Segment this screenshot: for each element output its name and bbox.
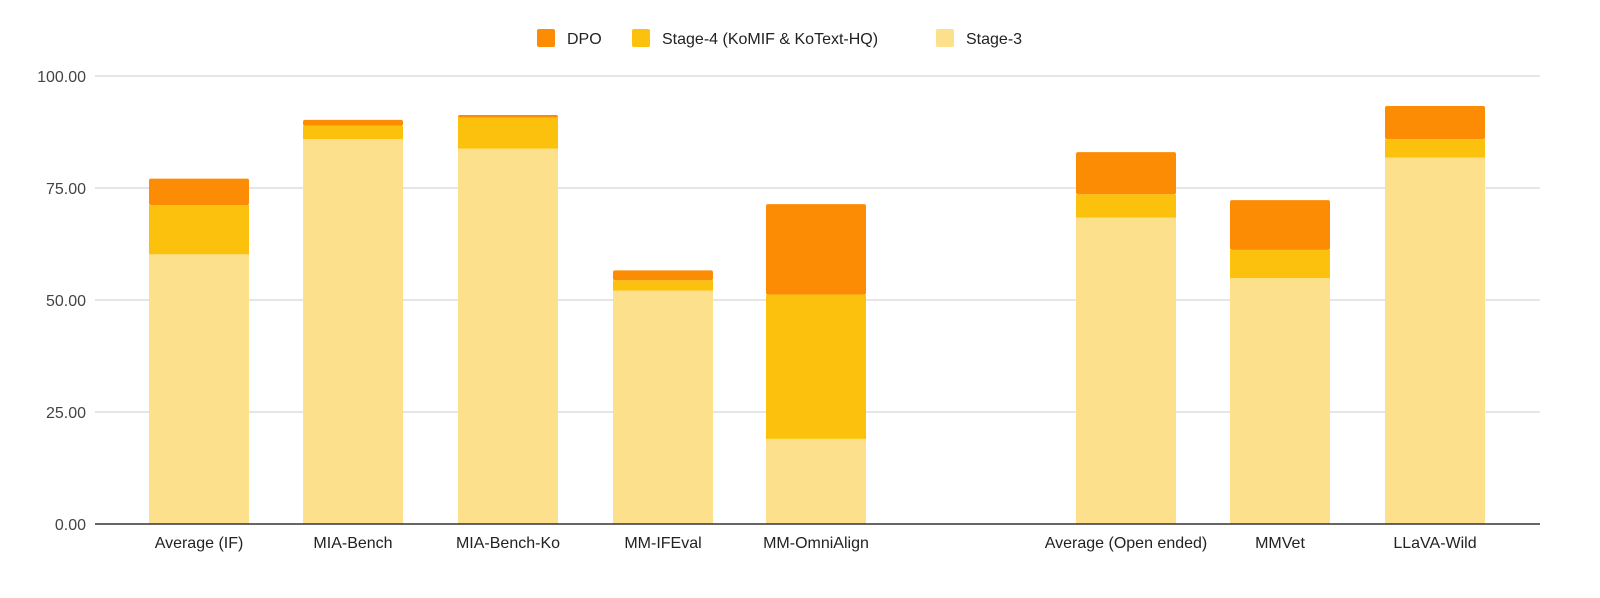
x-tick-label: MM-IFEval — [624, 535, 701, 552]
bar-segment — [766, 294, 866, 439]
legend-label: DPO — [567, 31, 602, 48]
bar-segment — [613, 270, 713, 281]
x-tick-label: Average (Open ended) — [1045, 535, 1207, 552]
bar-segment — [613, 280, 713, 291]
bar-segment — [149, 254, 249, 524]
x-tick-label: MIA-Bench — [313, 535, 392, 552]
x-tick-label: LLaVA-Wild — [1393, 535, 1476, 552]
legend: DPO Stage-4 (KoMIF & KoText-HQ) Stage-3 — [537, 29, 1022, 48]
legend-swatch — [632, 29, 650, 47]
bar-segment — [1230, 200, 1330, 250]
legend-swatch — [936, 29, 954, 47]
x-axis: Average (IF) MIA-Bench MIA-Bench-Ko MM-IFEv… — [95, 523, 1540, 552]
bar-segment — [149, 205, 249, 255]
bar-segment — [766, 438, 866, 524]
legend-swatch — [537, 29, 555, 47]
bar-segment — [458, 117, 558, 149]
legend-label: Stage-3 — [966, 31, 1022, 48]
bar-segment — [303, 119, 403, 126]
bar-segment — [613, 290, 713, 524]
bar-segment — [1076, 194, 1176, 218]
y-tick-label: 75.00 — [46, 181, 86, 198]
bar-segment — [1230, 249, 1330, 279]
x-tick-label: MIA-Bench-Ko — [456, 535, 560, 552]
bar-segment — [1076, 217, 1176, 524]
bar-segment — [458, 114, 558, 118]
y-tick-label: 100.00 — [37, 69, 86, 86]
bar-segment — [1385, 157, 1485, 524]
x-tick-label: MMVet — [1255, 535, 1305, 552]
bar-segment — [303, 125, 403, 140]
bar-segment — [458, 148, 558, 525]
y-tick-label: 0.00 — [55, 517, 86, 534]
bars — [149, 106, 1485, 525]
bar-segment — [303, 139, 403, 524]
bar-segment — [1385, 106, 1485, 140]
bar-segment — [1385, 139, 1485, 158]
y-tick-label: 25.00 — [46, 405, 86, 422]
legend-label: Stage-4 (KoMIF & KoText-HQ) — [662, 31, 878, 48]
y-axis: 0.00 25.00 50.00 75.00 100.00 — [37, 69, 86, 534]
bar-segment — [1076, 152, 1176, 195]
x-tick-label: Average (IF) — [155, 535, 244, 552]
bar-segment — [149, 178, 249, 206]
bar-segment — [1230, 278, 1330, 524]
x-tick-label: MM-OmniAlign — [763, 535, 869, 552]
y-tick-label: 50.00 — [46, 293, 86, 310]
bar-segment — [766, 204, 866, 295]
